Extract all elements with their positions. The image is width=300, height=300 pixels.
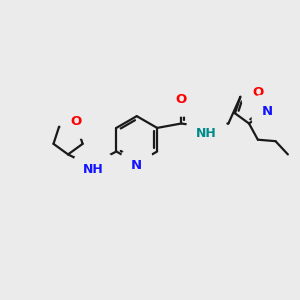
Text: O: O [252, 86, 263, 99]
Text: O: O [71, 115, 82, 128]
Text: NH: NH [196, 127, 217, 140]
Text: N: N [262, 105, 273, 119]
Text: O: O [176, 93, 187, 106]
Text: NH: NH [83, 163, 104, 176]
Text: N: N [131, 159, 142, 172]
